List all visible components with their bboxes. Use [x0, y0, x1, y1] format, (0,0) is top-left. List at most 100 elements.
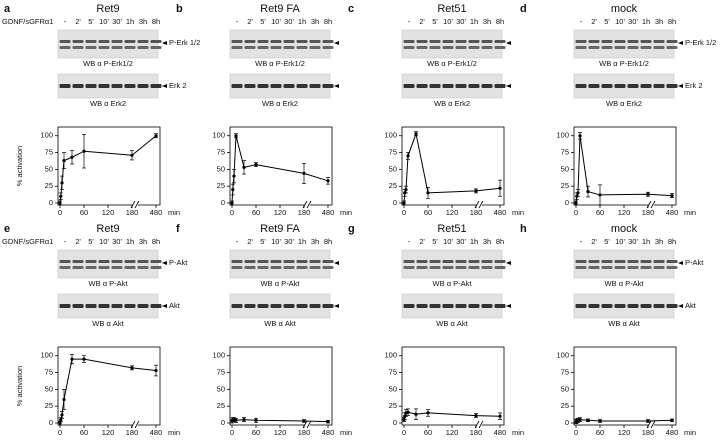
blot-label: P-Erk 1/2 [685, 38, 716, 47]
panel-title: Ret51 [437, 223, 466, 235]
x-tick-label: 60 [596, 208, 604, 217]
lane-label: 5' [432, 237, 438, 246]
y-tick-label: 75 [389, 368, 397, 377]
band [601, 46, 613, 49]
data-point [154, 134, 158, 138]
band [257, 40, 269, 43]
data-point [598, 419, 602, 423]
y-tick-label: 0 [221, 198, 225, 207]
lane-label: 2' [419, 237, 425, 246]
data-point [254, 418, 258, 422]
panel: d mock - 2' 5' 10' 30' 1h 3h 8h P-Erk 1/2 WB α P-Er… [520, 3, 716, 217]
arrow [162, 41, 167, 45]
treatment-label: GDNF/sGFRα1 [2, 17, 53, 26]
lane-label: - [408, 237, 411, 246]
lane-label: 1h [470, 17, 478, 26]
data-point [70, 357, 74, 361]
lane-label: 1h [298, 17, 306, 26]
x-tick-label: 480 [494, 428, 507, 437]
data-point [406, 410, 410, 414]
y-tick-label: 50 [389, 384, 397, 393]
arrow [334, 41, 339, 45]
axis-break-gap [477, 423, 482, 427]
band [283, 304, 295, 308]
x-axis-label: min [512, 208, 524, 217]
band [575, 40, 587, 43]
band [257, 84, 269, 88]
axis-break [478, 200, 484, 209]
plot-frame [57, 126, 161, 206]
panel: b Ret9 FA - 2' 5' 10' 30' 1h 3h 8h WB α P-Erk1/2 WB… [176, 3, 352, 217]
x-tick-label: 480 [322, 428, 335, 437]
band [575, 260, 587, 263]
data-point [326, 179, 330, 183]
y-tick-label: 75 [389, 148, 397, 157]
data-point [254, 163, 258, 167]
band [124, 46, 136, 49]
axis-break [306, 200, 312, 209]
y-tick-label: 25 [217, 181, 225, 190]
lane-label: 30' [456, 17, 466, 26]
blot-caption: WB α Akt [608, 319, 640, 328]
band [124, 266, 136, 269]
lane-label: 2' [247, 17, 253, 26]
y-tick-label: 75 [217, 368, 225, 377]
data-point [414, 412, 418, 416]
data-point [242, 418, 246, 422]
panel-letter: c [348, 3, 354, 15]
y-tick-label: 50 [45, 164, 53, 173]
data-point [59, 418, 63, 422]
y-tick-label: 100 [384, 351, 397, 360]
band [455, 304, 467, 308]
data-point [586, 418, 590, 422]
band [575, 46, 587, 49]
data-point [646, 192, 650, 196]
band [72, 260, 84, 263]
band [403, 266, 415, 269]
y-tick-label: 25 [389, 181, 397, 190]
band [640, 266, 652, 269]
band [627, 260, 639, 263]
band [244, 46, 256, 49]
band [309, 304, 321, 308]
lane-label: 8h [668, 17, 676, 26]
band [416, 46, 428, 49]
arrow [506, 41, 511, 45]
band [231, 260, 243, 263]
y-tick-label: 100 [384, 131, 397, 140]
blot-caption: WB α Erk2 [90, 99, 126, 108]
band [653, 304, 665, 308]
band [59, 266, 71, 269]
band [601, 260, 613, 263]
band [588, 260, 600, 263]
data-point [58, 421, 62, 425]
data-line [59, 358, 157, 424]
band [494, 84, 506, 88]
lane-label: 3h [655, 17, 663, 26]
y-tick-label: 50 [45, 384, 53, 393]
data-point [404, 187, 408, 192]
band [59, 40, 71, 43]
data-point [302, 419, 306, 423]
band [481, 46, 493, 49]
lane-label: 8h [668, 237, 676, 246]
data-point [70, 155, 74, 159]
axis-break-gap [649, 203, 654, 207]
band [244, 304, 256, 308]
band [640, 40, 652, 43]
blot-caption: WB α P-Erk1/2 [599, 59, 649, 68]
treatment-label: GDNF/sGFRα1 [2, 237, 53, 246]
band [653, 84, 665, 88]
data-point [326, 420, 330, 424]
band [429, 304, 441, 308]
y-tick-label: 100 [40, 131, 53, 140]
band [653, 40, 665, 43]
blot-caption: WB α P-Akt [433, 279, 473, 288]
arrow [678, 41, 683, 45]
band [666, 260, 678, 263]
y-tick-label: 50 [217, 384, 225, 393]
blot-label: Erk 2 [169, 81, 187, 90]
band [231, 46, 243, 49]
lane-label: 10' [99, 237, 109, 246]
band [455, 260, 467, 263]
